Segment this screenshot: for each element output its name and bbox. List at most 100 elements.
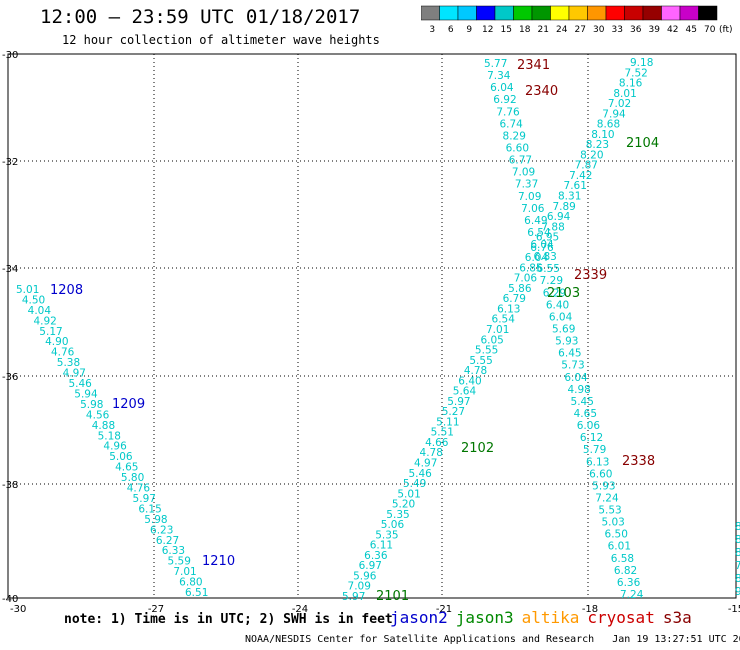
wave-height-value: 6.04 [525,252,549,264]
wave-height-value: 5.53 [598,505,621,517]
wave-height-value: 5.97 [342,591,365,603]
wave-height-value: 8.29 [503,130,526,142]
wave-height-value: 4.90 [45,336,68,348]
y-tick-label: -40 [2,594,18,605]
wave-height-value: 6.45 [558,348,581,360]
wave-height-value: 6.85 [519,262,542,274]
colorbar-label: 18 [519,25,531,35]
wave-height-value: 5.79 [583,444,606,456]
wave-height-value: 6.49 [524,215,547,227]
wave-height-value: 5.86 [508,283,532,295]
wave-height-value: 5.17 [39,326,62,338]
wave-height-value: 4.50 [22,294,45,306]
wave-height-value: 6.95 [536,232,559,244]
wave-height-value: 6.51 [185,587,208,599]
track-time-label: 2338 [622,454,655,469]
track-time-label: 2101 [376,589,409,604]
colorbar-label: 42 [667,25,678,35]
wave-height-value: 5.96 [353,570,377,582]
wave-height-value: 7.06 [521,203,545,215]
wave-height-value: 4.76 [127,483,151,495]
wave-height-value: 4.76 [51,347,75,359]
wave-height-value: 8 [735,547,740,559]
track-time-label: 2340 [525,84,558,99]
wave-height-value: 4.88 [92,420,115,432]
y-tick-label: -36 [2,372,18,383]
colorbar-label: 24 [556,25,568,35]
track-time-label: 2103 [547,286,580,301]
wave-height-value: 6.50 [605,529,628,541]
wave-height-value: 6.15 [138,503,161,515]
wave-height-value: 6.04 [564,372,588,384]
track-time-label: 1209 [112,397,145,412]
wave-height-value: 4.65 [574,408,597,420]
wave-height-value: 5.97 [133,493,156,505]
wave-height-value: 7.29 [540,275,563,287]
x-tick-label: -18 [582,604,598,615]
wave-height-value: 6.13 [586,456,609,468]
wave-height-value: 5.59 [168,556,191,568]
y-tick-label: -30 [2,50,18,61]
wave-height-value: 6.97 [359,560,382,572]
wave-height-value: 6.04 [490,82,514,94]
wave-height-value: 6.33 [162,545,185,557]
colorbar-label: 12 [482,25,493,35]
wave-height-value: 5.73 [561,360,584,372]
colorbar-label: 33 [612,25,623,35]
wave-height-value: 8.68 [597,119,620,131]
wave-height-value: 6.79 [503,293,526,305]
wave-height-value: 7.76 [496,106,520,118]
map-frame [7,53,737,599]
wave-height-value: 6.60 [589,468,612,480]
track-time-label: 2339 [574,268,607,283]
wave-height-value: 6.94 [547,211,571,223]
x-tick-label: -21 [436,604,452,615]
wave-height-value: 6.83 [533,251,556,263]
wave-height-value: 7.06 [514,273,538,285]
wave-height-value: 5.98 [144,514,167,526]
wave-height-value: 6.76 [530,242,554,254]
wave-height-value: 7.02 [608,98,631,110]
wave-height-value: 4.56 [86,409,110,421]
wave-height-colorbar: 3 6 9 12 15 18 21 24 27 30 33 36 39 42 45 70 (ft) [421,5,733,35]
legend-jason2: jason2 [390,608,448,627]
colorbar-label: 3 [429,25,435,35]
wave-height-value: 7.09 [512,167,535,179]
wave-height-value: 7.01 [173,566,196,578]
wave-height-value: 7.09 [348,581,371,593]
colorbar-label: 39 [649,25,661,35]
track-time-label: 2104 [626,136,659,151]
wave-height-value: 5.38 [57,357,80,369]
wave-height-value: 8.31 [558,191,581,203]
wave-height-value: 6.05 [480,334,503,346]
wave-height-value: 5.98 [80,399,103,411]
wave-height-value: 6.74 [499,118,523,130]
wave-height-value: 7.88 [541,221,564,233]
wave-height-value: 5.18 [98,430,121,442]
wave-height-value: 6.80 [179,577,202,589]
wave-height-value: 5.46 [408,468,432,480]
track-time-label: 1208 [50,283,83,298]
wave-height-value: 6.58 [611,553,634,565]
wave-height-value: 6.11 [370,540,393,552]
x-tick-label: -30 [10,604,26,615]
colorbar-label: 21 [538,25,549,35]
y-tick-label: -38 [2,480,18,491]
wave-height-value: 6.04 [549,311,573,323]
wave-height-value: 5.03 [601,517,624,529]
wave-height-value: 5.77 [484,58,507,70]
colorbar-label: 6 [448,25,454,35]
satellite-legend: jason2 jason3 altika cryosat s3a [390,608,700,627]
wave-height-value: 7.01 [486,324,509,336]
wave-height-value: 4.97 [63,368,86,380]
track-time-label: 1210 [202,554,235,569]
wave-height-value: 8.23 [586,139,609,151]
wave-height-value: 5.80 [121,472,144,484]
wave-height-value: 8.01 [613,88,636,100]
colorbar-swatch [698,5,718,21]
wave-height-value: 5.46 [68,378,92,390]
colorbar-label: 70 [704,25,716,35]
wave-height-value: 7.24 [595,492,619,504]
wave-height-value: 5.01 [16,284,39,296]
